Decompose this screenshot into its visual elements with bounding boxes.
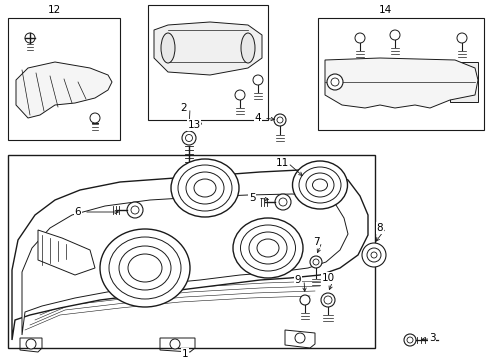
Circle shape xyxy=(294,333,305,343)
Text: 1: 1 xyxy=(182,349,188,359)
Polygon shape xyxy=(38,230,95,275)
Circle shape xyxy=(370,252,376,258)
Circle shape xyxy=(182,131,196,145)
Polygon shape xyxy=(325,58,477,108)
Text: 12: 12 xyxy=(47,5,61,15)
Circle shape xyxy=(330,78,338,86)
Text: 9: 9 xyxy=(294,275,301,285)
Circle shape xyxy=(354,33,364,43)
Ellipse shape xyxy=(178,165,231,211)
Bar xyxy=(148,5,267,120)
Ellipse shape xyxy=(248,232,286,264)
Circle shape xyxy=(456,33,466,43)
Circle shape xyxy=(403,334,415,346)
Circle shape xyxy=(361,243,385,267)
Circle shape xyxy=(273,114,285,126)
Bar xyxy=(8,155,374,348)
Circle shape xyxy=(235,90,244,100)
Text: 13: 13 xyxy=(187,120,200,130)
Ellipse shape xyxy=(312,179,327,191)
Ellipse shape xyxy=(240,225,295,271)
Ellipse shape xyxy=(194,179,216,197)
Ellipse shape xyxy=(128,254,162,282)
Polygon shape xyxy=(154,22,262,75)
Polygon shape xyxy=(12,170,367,340)
Circle shape xyxy=(406,337,412,343)
Ellipse shape xyxy=(241,33,254,63)
Text: 6: 6 xyxy=(75,207,81,217)
Text: 11: 11 xyxy=(275,158,288,168)
Ellipse shape xyxy=(161,33,175,63)
Bar xyxy=(449,62,477,102)
Circle shape xyxy=(279,198,286,206)
Text: 2: 2 xyxy=(181,103,187,113)
Bar xyxy=(8,18,120,140)
Circle shape xyxy=(26,339,36,349)
Circle shape xyxy=(25,33,35,43)
Bar xyxy=(317,18,483,130)
Ellipse shape xyxy=(185,172,224,204)
Circle shape xyxy=(366,248,380,262)
Text: 5: 5 xyxy=(248,193,255,203)
Polygon shape xyxy=(16,62,112,118)
Circle shape xyxy=(274,194,290,210)
Circle shape xyxy=(312,259,318,265)
Text: 14: 14 xyxy=(378,5,391,15)
Circle shape xyxy=(324,296,331,304)
Circle shape xyxy=(299,295,309,305)
Text: 4: 4 xyxy=(254,113,261,123)
Circle shape xyxy=(170,339,180,349)
Ellipse shape xyxy=(298,167,340,203)
Circle shape xyxy=(131,206,139,214)
Circle shape xyxy=(320,293,334,307)
Circle shape xyxy=(252,75,263,85)
Circle shape xyxy=(276,117,283,123)
Text: 7: 7 xyxy=(312,237,319,247)
Text: 8: 8 xyxy=(376,223,383,233)
Ellipse shape xyxy=(119,246,171,290)
Circle shape xyxy=(389,30,399,40)
Text: 10: 10 xyxy=(321,273,334,283)
Ellipse shape xyxy=(109,237,181,299)
Text: 3: 3 xyxy=(428,333,434,343)
Ellipse shape xyxy=(305,173,333,197)
Circle shape xyxy=(185,135,192,141)
Circle shape xyxy=(90,113,100,123)
Ellipse shape xyxy=(100,229,190,307)
Polygon shape xyxy=(22,194,347,335)
Ellipse shape xyxy=(232,218,303,278)
Ellipse shape xyxy=(292,161,347,209)
Circle shape xyxy=(309,256,321,268)
Ellipse shape xyxy=(171,159,239,217)
Circle shape xyxy=(127,202,142,218)
Ellipse shape xyxy=(257,239,279,257)
Circle shape xyxy=(326,74,342,90)
